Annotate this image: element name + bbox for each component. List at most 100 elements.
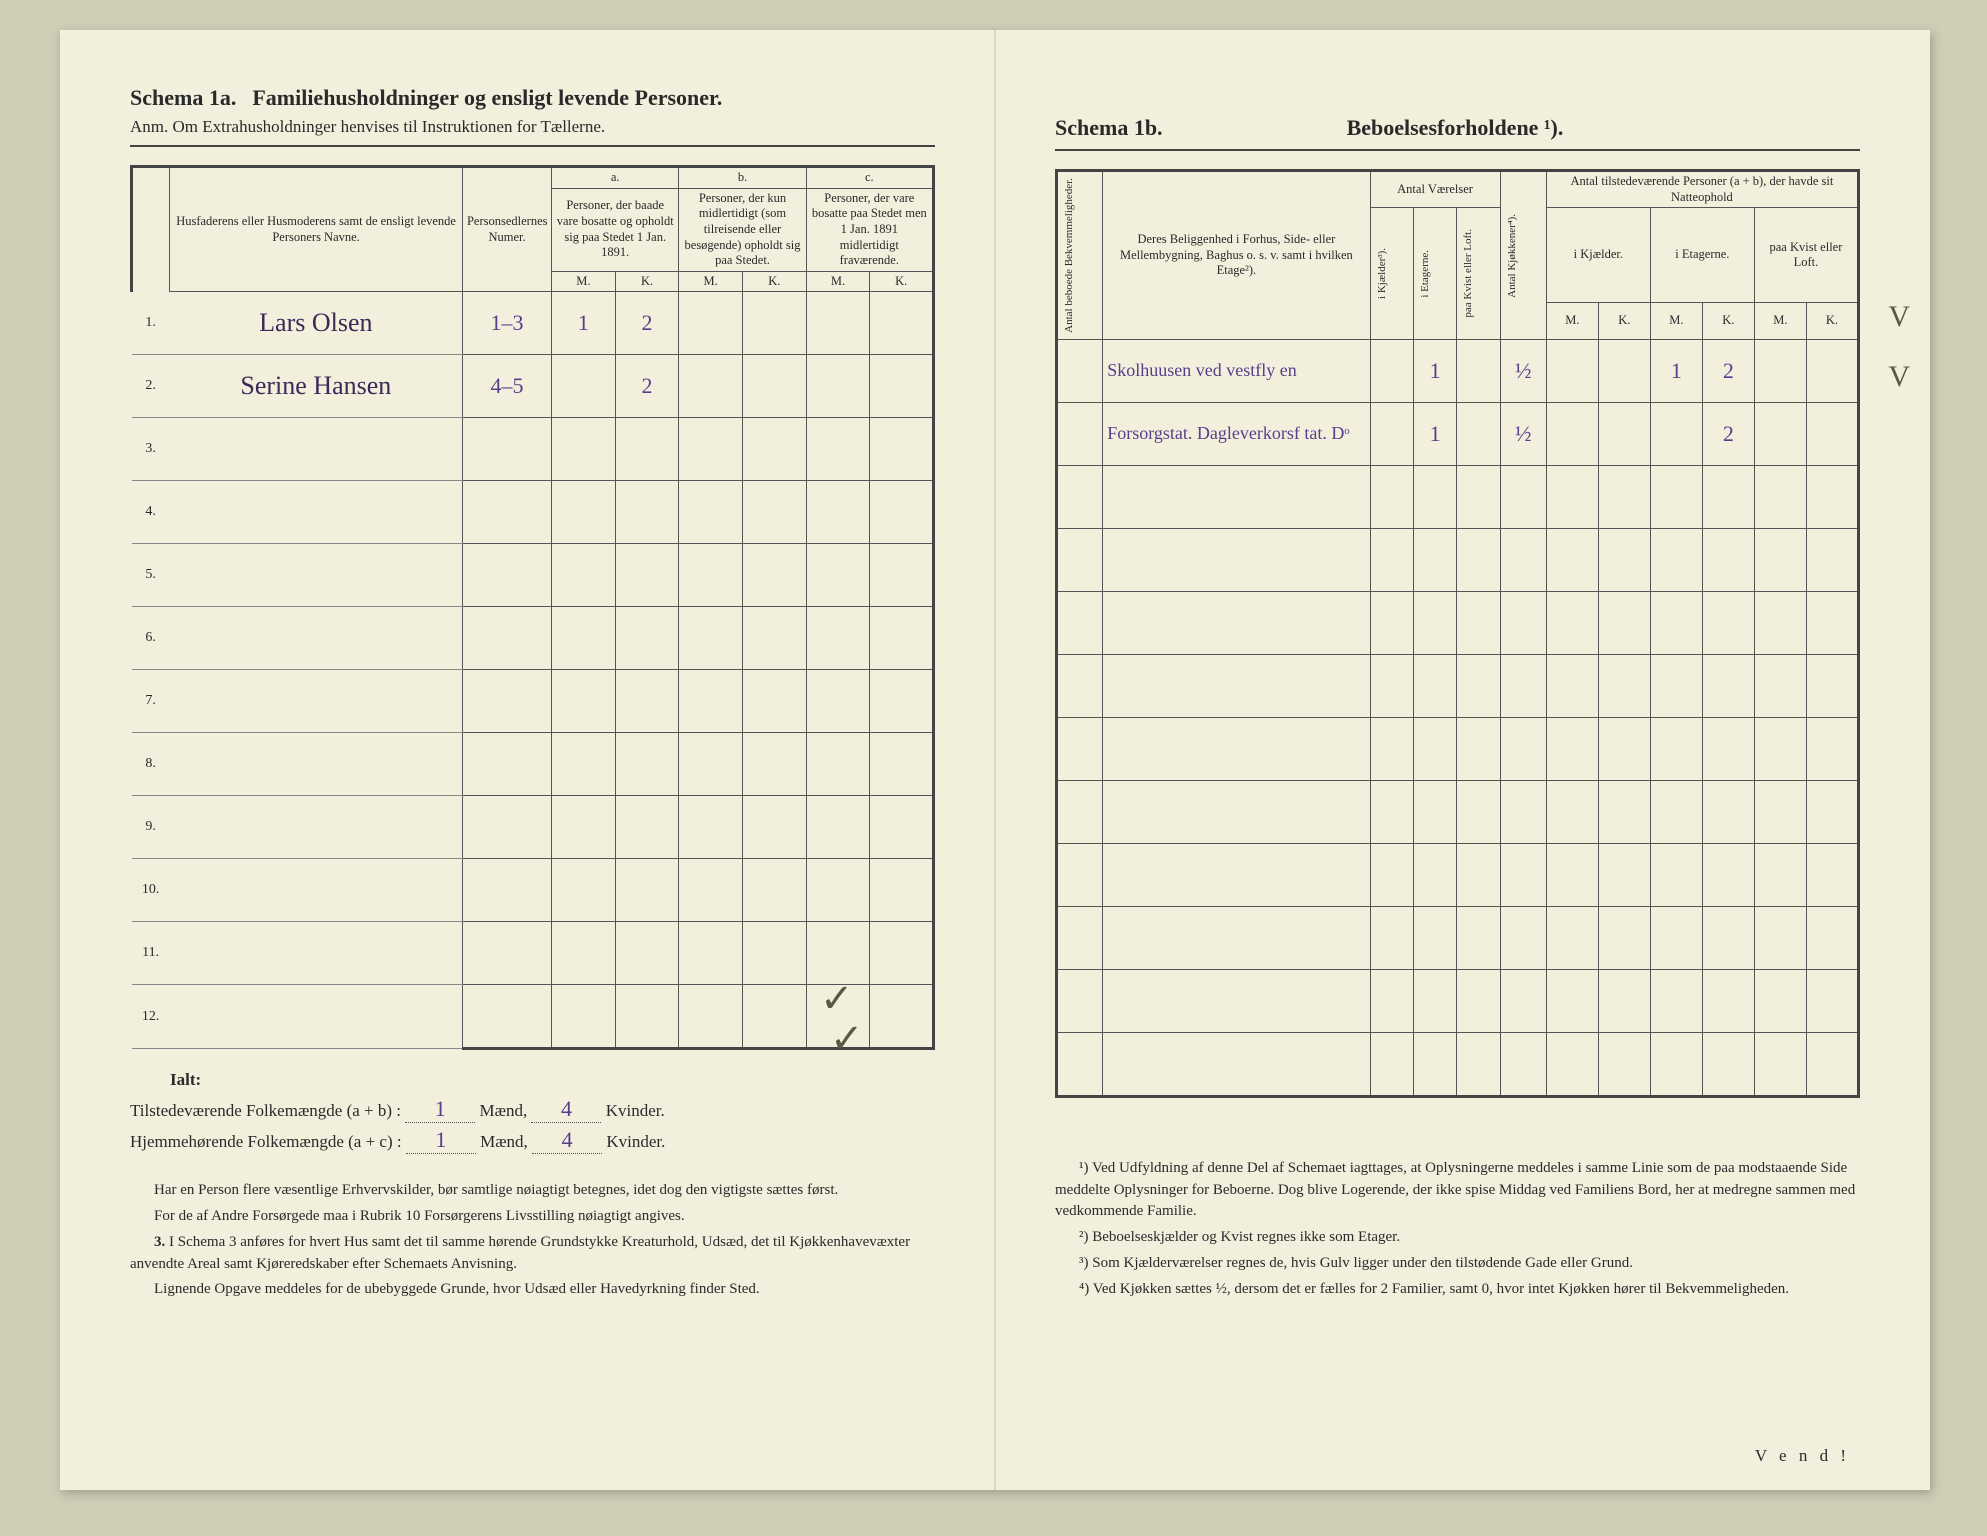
name-cell: [170, 859, 463, 922]
data-cell: [1057, 528, 1103, 591]
data-cell: [743, 922, 807, 985]
data-cell: [806, 355, 870, 418]
data-cell: [743, 418, 807, 481]
schema-1b-label: Schema 1b.: [1055, 115, 1163, 140]
name-cell: Serine Hansen: [170, 355, 463, 418]
data-cell: [1598, 654, 1650, 717]
data-cell: [615, 607, 679, 670]
data-cell: [870, 859, 934, 922]
data-cell: [1546, 843, 1598, 906]
data-cell: [1598, 969, 1650, 1032]
data-cell: [1057, 654, 1103, 717]
data-cell: [1546, 465, 1598, 528]
hjemme-kvinder-label: Kvinder.: [606, 1132, 665, 1151]
data-cell: [1500, 1032, 1546, 1096]
data-cell: 2: [615, 355, 679, 418]
right-table: Antal beboede Bekvemmeligheder. Deres Be…: [1055, 169, 1860, 1098]
data-cell: [743, 292, 807, 355]
data-cell: [679, 481, 743, 544]
name-cell: [170, 733, 463, 796]
data-cell: [1806, 717, 1858, 780]
data-cell: [1598, 591, 1650, 654]
data-cell: [806, 292, 870, 355]
row-number: 3.: [132, 418, 170, 481]
belig-cell: Forsorgstat. Dagleverkorsf tat. Dᵒ: [1103, 402, 1370, 465]
belig-cell: [1103, 717, 1370, 780]
data-cell: [870, 292, 934, 355]
data-cell: [1702, 591, 1754, 654]
data-cell: [462, 796, 551, 859]
data-cell: [743, 859, 807, 922]
data-cell: [1370, 1032, 1413, 1096]
data-cell: [1413, 780, 1456, 843]
data-cell: [1598, 528, 1650, 591]
data-cell: 1: [552, 292, 616, 355]
data-cell: [1806, 780, 1858, 843]
data-cell: [1057, 969, 1103, 1032]
data-cell: [870, 985, 934, 1049]
data-cell: [1546, 969, 1598, 1032]
data-cell: [1702, 843, 1754, 906]
data-cell: [1598, 717, 1650, 780]
data-cell: 2: [1702, 402, 1754, 465]
data-cell: [1806, 465, 1858, 528]
data-cell: [615, 922, 679, 985]
data-cell: [1500, 780, 1546, 843]
belig-cell: [1103, 528, 1370, 591]
right-table-head: Antal beboede Bekvemmeligheder. Deres Be…: [1057, 171, 1859, 340]
data-cell: [1057, 339, 1103, 402]
data-cell: [743, 733, 807, 796]
data-cell: [1413, 528, 1456, 591]
row-number: 10.: [132, 859, 170, 922]
data-cell: [806, 418, 870, 481]
table-row: 3.: [132, 418, 934, 481]
data-cell: [1806, 591, 1858, 654]
group-c-text: Personer, der vare bosatte paa Stedet me…: [806, 188, 933, 271]
name-cell: [170, 418, 463, 481]
col-beliggenhed: Deres Beliggenhed i Forhus, Side- eller …: [1103, 171, 1370, 340]
data-cell: [1057, 843, 1103, 906]
heading-rule-right: [1055, 149, 1860, 151]
data-cell: [615, 544, 679, 607]
data-cell: [1457, 654, 1500, 717]
data-cell: [1754, 402, 1806, 465]
schema-1a-label: Schema 1a.: [130, 85, 236, 110]
data-cell: [870, 481, 934, 544]
checkmark-2: ✓: [830, 1015, 864, 1062]
col-ne-k: K.: [1702, 303, 1754, 340]
table-row: [1057, 465, 1859, 528]
left-foot2: For de af Andre Forsørgede maa i Rubrik …: [130, 1206, 935, 1228]
col-ne-m: M.: [1650, 303, 1702, 340]
grp-vaerelser: Antal Værelser: [1370, 171, 1500, 208]
table-row: [1057, 969, 1859, 1032]
data-cell: [743, 670, 807, 733]
data-cell: [806, 796, 870, 859]
data-cell: [1754, 654, 1806, 717]
name-cell: [170, 922, 463, 985]
ialt-block: Ialt: Tilstedeværende Folkemængde (a + b…: [130, 1070, 935, 1154]
table-row: [1057, 528, 1859, 591]
data-cell: [679, 607, 743, 670]
data-cell: [552, 670, 616, 733]
belig-cell: Skolhuusen ved vestfly en: [1103, 339, 1370, 402]
data-cell: [552, 733, 616, 796]
right-table-body: Skolhuusen ved vestfly en1½12Forsorgstat…: [1057, 339, 1859, 1096]
name-cell: [170, 985, 463, 1049]
data-cell: [1370, 591, 1413, 654]
table-row: 2.Serine Hansen4–52: [132, 355, 934, 418]
data-cell: [1413, 843, 1456, 906]
data-cell: [870, 418, 934, 481]
data-cell: [679, 544, 743, 607]
data-cell: [1546, 528, 1598, 591]
left-table-body: 1.Lars Olsen1–3122.Serine Hansen4–523.4.…: [132, 292, 934, 1049]
left-table: Husfaderens eller Husmoderens samt de en…: [130, 165, 935, 1050]
data-cell: [870, 796, 934, 859]
data-cell: [1598, 843, 1650, 906]
data-cell: [1806, 339, 1858, 402]
data-cell: [1413, 465, 1456, 528]
data-cell: [743, 544, 807, 607]
grp-tilstede: Antal tilstedeværende Personer (a + b), …: [1546, 171, 1858, 208]
data-cell: [1650, 654, 1702, 717]
data-cell: [1457, 969, 1500, 1032]
data-cell: [1370, 906, 1413, 969]
